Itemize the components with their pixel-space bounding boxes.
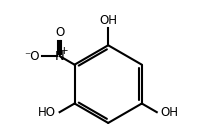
Text: N: N xyxy=(55,50,64,63)
Text: OH: OH xyxy=(160,106,178,119)
Text: O: O xyxy=(55,26,64,39)
Text: HO: HO xyxy=(38,106,56,119)
Text: +: + xyxy=(60,47,68,56)
Text: ⁻O: ⁻O xyxy=(24,50,40,63)
Text: OH: OH xyxy=(99,14,117,27)
